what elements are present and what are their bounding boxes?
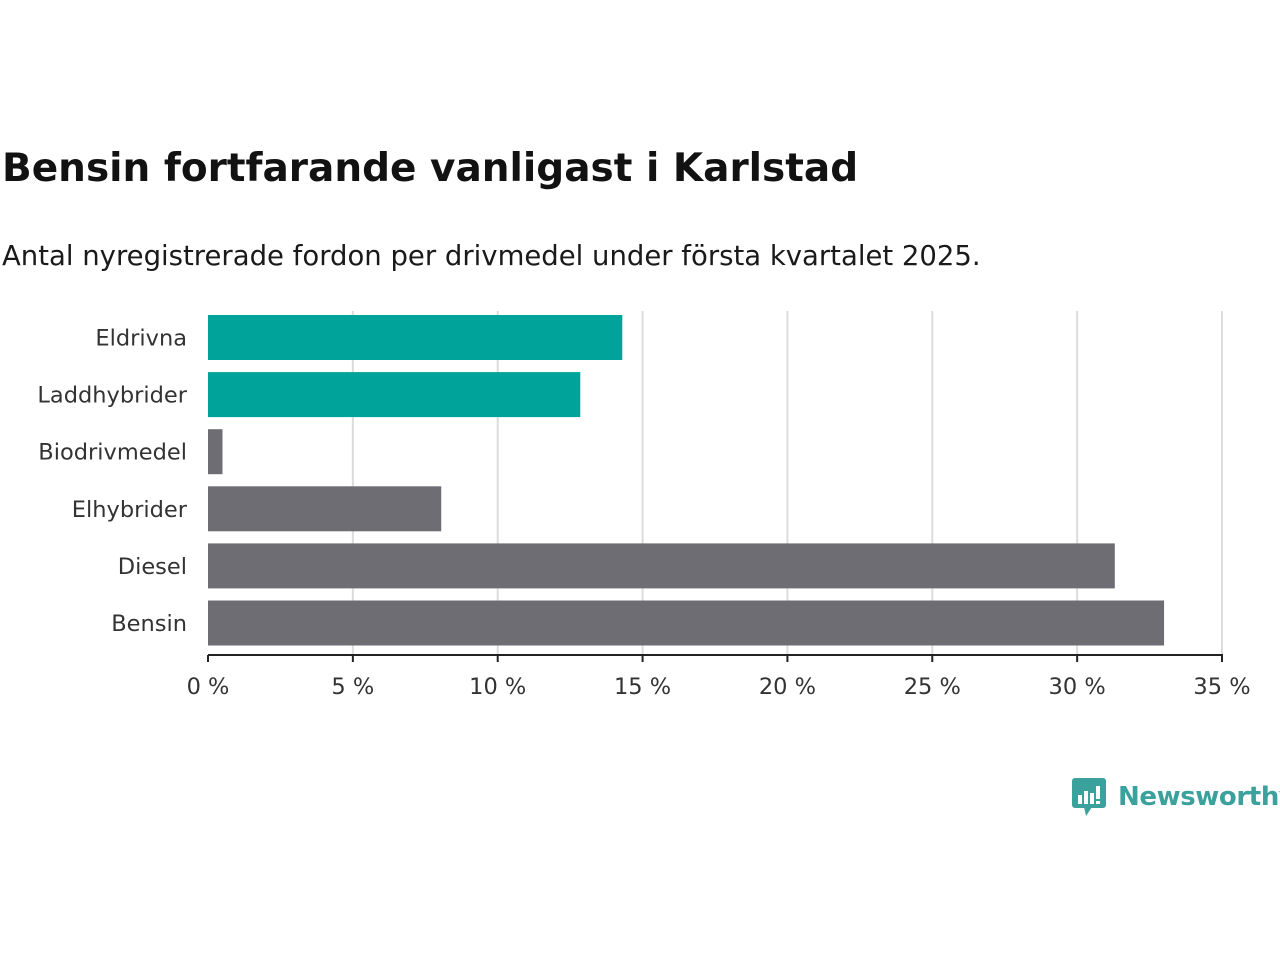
category-label: Biodrivmedel <box>38 440 187 466</box>
bars <box>208 315 1165 646</box>
category-label: Diesel <box>118 554 187 580</box>
x-tick-label: 30 % <box>1049 674 1106 700</box>
x-axis: 0 % 5 % 10 % 15 % 20 % 25 % 30 % 35 % <box>187 654 1251 700</box>
x-tick-label: 35 % <box>1193 674 1250 700</box>
bar-biodrivmedel <box>208 429 223 475</box>
category-label: Elhybrider <box>72 497 188 523</box>
newsworthy-logo-icon <box>1072 778 1106 816</box>
x-tick-label: 15 % <box>614 674 671 700</box>
grid-lines <box>351 311 1223 655</box>
x-tick-label: 20 % <box>759 674 816 700</box>
category-label: Laddhybrider <box>37 383 187 409</box>
x-tick-label: 5 % <box>331 674 374 700</box>
category-label: Bensin <box>111 611 187 637</box>
x-tick-label: 0 % <box>187 674 230 700</box>
x-tick-label: 10 % <box>469 674 526 700</box>
bar-eldrivna <box>208 315 623 360</box>
bar-laddhybrider <box>208 372 581 418</box>
brand-logo: Newsworthy <box>1072 776 1280 818</box>
x-tick-label: 25 % <box>904 674 961 700</box>
bar-diesel <box>208 543 1115 589</box>
category-label: Eldrivna <box>95 326 187 352</box>
bar-elhybrider <box>208 486 442 532</box>
chart-title: Bensin fortfarande vanligast i Karlstad <box>2 146 859 191</box>
bar-bensin <box>208 600 1165 646</box>
chart-subtitle: Antal nyregistrerade fordon per drivmede… <box>2 240 981 272</box>
brand-name: Newsworthy <box>1118 782 1280 812</box>
category-labels: Eldrivna Laddhybrider Biodrivmedel Elhybrid… <box>37 326 187 638</box>
